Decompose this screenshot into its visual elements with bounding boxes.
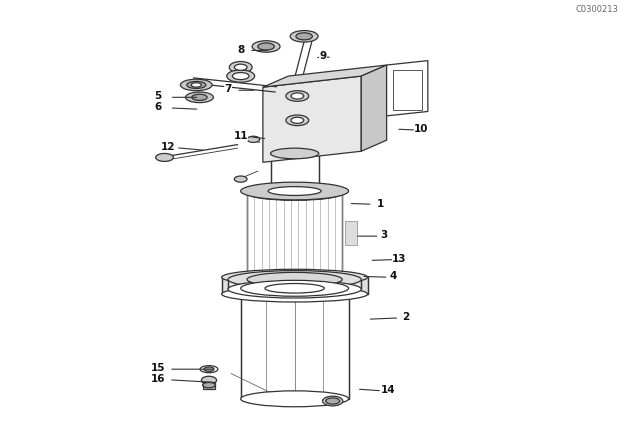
Ellipse shape [291,93,303,99]
Text: 8: 8 [237,44,244,55]
Text: 16: 16 [151,374,166,384]
Bar [228,280,361,289]
Text: 7: 7 [224,84,232,95]
Text: 5: 5 [155,91,162,101]
Ellipse shape [228,280,361,298]
Ellipse shape [241,280,349,296]
Text: C0300213: C0300213 [575,5,618,14]
Bar [221,277,367,294]
Ellipse shape [271,188,319,198]
Ellipse shape [221,269,367,285]
Polygon shape [361,65,387,151]
Text: 6: 6 [155,102,162,112]
Ellipse shape [271,148,319,159]
Ellipse shape [203,383,215,388]
Bar [393,70,422,110]
Ellipse shape [291,117,303,123]
Ellipse shape [323,396,343,406]
Ellipse shape [200,366,218,373]
Ellipse shape [202,376,216,384]
Ellipse shape [191,83,202,87]
Ellipse shape [273,189,316,198]
Ellipse shape [296,33,312,40]
Ellipse shape [326,398,340,404]
Polygon shape [263,76,361,162]
Ellipse shape [291,192,298,194]
Bar [247,193,342,280]
Ellipse shape [290,30,318,42]
Bar [241,288,349,399]
Ellipse shape [286,90,308,101]
Text: 2: 2 [402,312,409,322]
Ellipse shape [286,115,308,125]
Text: 4: 4 [389,271,397,281]
Ellipse shape [221,286,367,302]
Ellipse shape [204,367,214,371]
Ellipse shape [227,70,255,82]
Ellipse shape [268,187,321,195]
Ellipse shape [180,79,212,90]
Polygon shape [263,65,387,87]
Ellipse shape [241,391,349,407]
Ellipse shape [247,136,260,142]
Ellipse shape [265,284,324,293]
Text: 14: 14 [381,385,396,395]
Ellipse shape [192,94,207,100]
Ellipse shape [187,82,206,88]
Ellipse shape [234,176,247,182]
Ellipse shape [232,73,249,80]
Ellipse shape [186,92,213,103]
Text: 3: 3 [380,230,387,240]
Ellipse shape [156,154,173,161]
Text: 1: 1 [377,199,384,209]
Ellipse shape [234,64,247,70]
Ellipse shape [252,41,280,52]
Text: 11: 11 [234,131,248,141]
Text: 15: 15 [151,363,166,373]
Bar [346,221,356,246]
Ellipse shape [247,272,342,287]
Bar [203,383,215,388]
Ellipse shape [241,182,349,200]
Text: 9: 9 [319,51,327,61]
Ellipse shape [229,61,252,73]
Ellipse shape [258,43,275,50]
Text: 13: 13 [392,254,406,264]
Ellipse shape [228,271,361,288]
Polygon shape [387,60,428,116]
Text: 12: 12 [161,142,175,152]
Bar [271,154,319,193]
Text: 10: 10 [414,124,429,134]
Ellipse shape [247,186,342,200]
